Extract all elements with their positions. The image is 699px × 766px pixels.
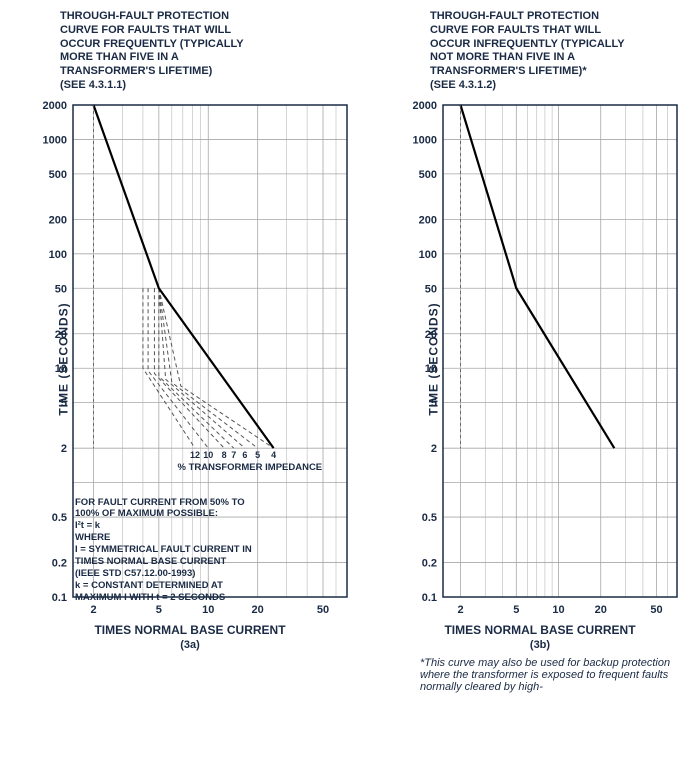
annotation-3a: FOR FAULT CURRENT FROM 50% TO 100% OF MA… [75,497,252,604]
sublabel-3a: (3a) [180,639,200,651]
svg-text:0.1: 0.1 [422,592,437,604]
svg-text:12: 12 [190,450,200,460]
svg-text:2: 2 [61,443,67,455]
svg-text:0.1: 0.1 [52,592,67,604]
svg-text:100: 100 [419,248,437,260]
svg-text:2: 2 [431,443,437,455]
svg-text:4: 4 [271,450,276,460]
xlabel-3a: TIMES NORMAL BASE CURRENT [94,623,285,637]
svg-text:200: 200 [419,214,437,226]
svg-text:6: 6 [242,450,247,460]
svg-text:50: 50 [55,283,67,295]
svg-text:0.2: 0.2 [52,557,67,569]
svg-text:1000: 1000 [413,134,437,146]
svg-text:0.2: 0.2 [422,557,437,569]
figure-page: THROUGH-FAULT PROTECTION CURVE FOR FAULT… [10,10,699,693]
svg-text:100: 100 [49,248,67,260]
svg-text:0.5: 0.5 [422,512,437,524]
svg-text:5: 5 [513,604,519,616]
svg-text:20: 20 [252,604,264,616]
sublabel-3b: (3b) [530,639,550,651]
svg-text:8: 8 [222,450,227,460]
svg-text:5: 5 [156,604,162,616]
svg-text:10: 10 [203,450,213,460]
svg-text:10: 10 [552,604,564,616]
svg-text:20: 20 [595,604,607,616]
svg-text:50: 50 [317,604,329,616]
plot-3b-wrap: TIME (SECONDS) 0.1 0.2 0.5 2 5 10 20 50 100 200 50… [395,99,685,619]
svg-text:1000: 1000 [43,134,67,146]
svg-text:10: 10 [202,604,214,616]
panel-3a: THROUGH-FAULT PROTECTION CURVE FOR FAULT… [10,10,370,693]
svg-text:2: 2 [457,604,463,616]
ylabel-3a: TIME (SECONDS) [57,302,71,415]
svg-text:2: 2 [90,604,96,616]
plot-3a-wrap: TIME (SECONDS) 0.1 0.2 0.5 2 5 10 20 50 100 200 50… [25,99,355,619]
xlabel-3b: TIMES NORMAL BASE CURRENT [444,623,635,637]
caption-3a: THROUGH-FAULT PROTECTION CURVE FOR FAULT… [60,10,244,93]
svg-text:7: 7 [231,450,236,460]
panel-3b: THROUGH-FAULT PROTECTION CURVE FOR FAULT… [380,10,699,693]
svg-text:2000: 2000 [43,100,67,112]
svg-text:2000: 2000 [413,100,437,112]
svg-text:50: 50 [425,283,437,295]
svg-text:% TRANSFORMER IMPEDANCE: % TRANSFORMER IMPEDANCE [178,462,323,473]
footnote-3b: *This curve may also be used for backup … [420,657,680,693]
svg-text:5: 5 [255,450,260,460]
svg-text:500: 500 [49,168,67,180]
svg-text:0.5: 0.5 [52,512,67,524]
ylabel-3b: TIME (SECONDS) [427,302,441,415]
svg-text:50: 50 [650,604,662,616]
caption-3b: THROUGH-FAULT PROTECTION CURVE FOR FAULT… [430,10,625,93]
svg-text:500: 500 [419,168,437,180]
svg-text:200: 200 [49,214,67,226]
